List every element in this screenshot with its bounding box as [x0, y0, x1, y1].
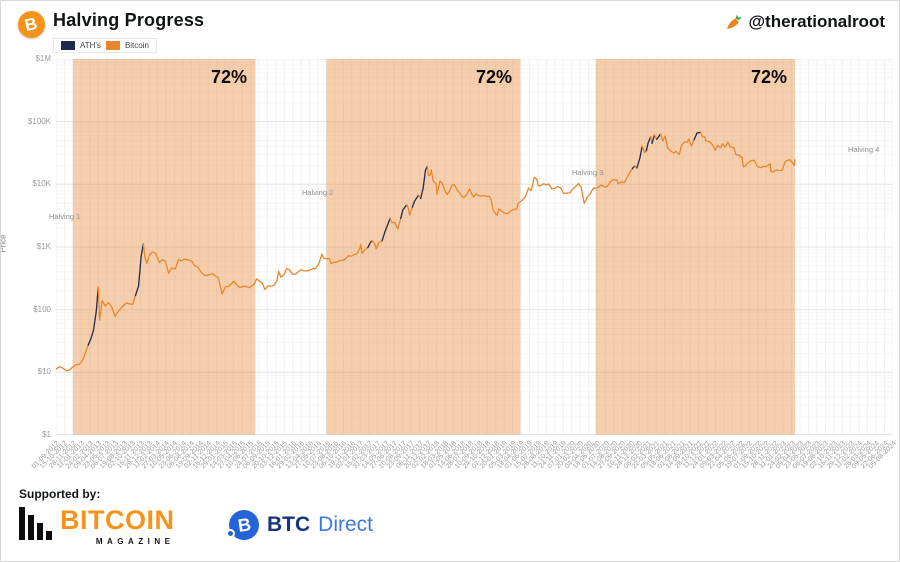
ath-legend-label: ATH's	[80, 41, 101, 50]
y-axis-tick: $10K	[32, 179, 51, 188]
bitcoin-price-line	[56, 344, 89, 372]
bitcoin-glyph: B	[23, 13, 40, 35]
halving-label-3: Halving 3	[572, 168, 604, 177]
bitcoin-price-line	[142, 243, 369, 295]
bitcoin-price-line	[406, 204, 414, 216]
btc-direct-name-bold: BTC	[267, 513, 311, 536]
epoch-progress-label-2: 72%	[475, 67, 512, 87]
btc-direct-icon: B	[226, 510, 259, 540]
ath-price-segment	[400, 204, 408, 219]
bitcoin-magazine-subtitle: MAGAZINE	[95, 537, 175, 546]
ath-price-segment	[134, 243, 145, 297]
y-axis-tick: $100	[33, 305, 51, 314]
halving-region-2	[326, 59, 521, 435]
y-axis-tick: $1M	[35, 54, 51, 63]
ath-price-segment	[411, 194, 420, 208]
bitcoin-logo-icon: B	[18, 11, 45, 38]
bitcoin-price-line	[97, 286, 137, 321]
bitcoin-price-line	[641, 145, 647, 154]
handle-text: @therationalroot	[748, 12, 885, 31]
ath-price-segment	[651, 134, 656, 144]
halving-label-1: Halving 1	[49, 212, 81, 221]
ath-price-segment	[656, 133, 662, 140]
ath-price-segment	[636, 145, 643, 169]
bitcoin-price-line	[389, 217, 402, 230]
carrot-icon	[726, 14, 743, 30]
ath-price-segment	[693, 131, 702, 141]
btc-direct-logo[interactable]: B BTC Direct	[226, 510, 374, 540]
y-axis-tick: $1	[42, 430, 51, 439]
bitcoin-magazine-name: BITCOIN	[60, 505, 175, 535]
supported-by-label: Supported by:	[19, 487, 101, 501]
bitcoin-price-line	[426, 165, 634, 216]
halving-region-1	[72, 59, 256, 435]
bitcoin-price-line	[653, 134, 658, 140]
ath-price-segment	[381, 217, 391, 242]
bitcoin-price-line	[659, 133, 695, 156]
chart-legend: ATH's Bitcoin	[53, 38, 157, 53]
bitcoin-legend-swatch	[105, 41, 120, 50]
bitcoin-price-line	[371, 239, 383, 250]
bitcoin-magazine-logo[interactable]: BITCOIN MAGAZINE	[19, 507, 175, 546]
ath-legend-swatch	[61, 41, 75, 50]
y-axis-tick: $100K	[27, 117, 51, 126]
halving-label-4: Halving 4	[848, 145, 880, 154]
halving-label-2: Halving 2	[302, 188, 334, 197]
y-axis-tick: $1K	[36, 242, 51, 251]
ath-price-segment	[87, 286, 99, 346]
ath-price-segment	[645, 136, 652, 152]
btc-direct-name-light: Direct	[318, 513, 374, 536]
btc-direct-orbit-dot	[226, 529, 235, 538]
bitcoin-magazine-icon	[19, 507, 52, 540]
ath-price-segment	[420, 165, 429, 200]
halving-region-3	[595, 59, 795, 435]
price-chart-plot	[56, 59, 893, 435]
epoch-progress-label-3: 72%	[750, 67, 787, 87]
btc-direct-glyph: B	[236, 513, 252, 536]
epoch-progress-label-1: 72%	[210, 67, 247, 87]
twitter-handle-link[interactable]: @therationalroot	[726, 12, 885, 32]
bitcoin-price-line	[700, 131, 796, 173]
ath-price-segment	[367, 239, 373, 249]
y-axis-tick: $10	[37, 367, 51, 376]
page-title: Halving Progress	[53, 10, 205, 30]
bitcoin-legend-label: Bitcoin	[124, 41, 149, 50]
